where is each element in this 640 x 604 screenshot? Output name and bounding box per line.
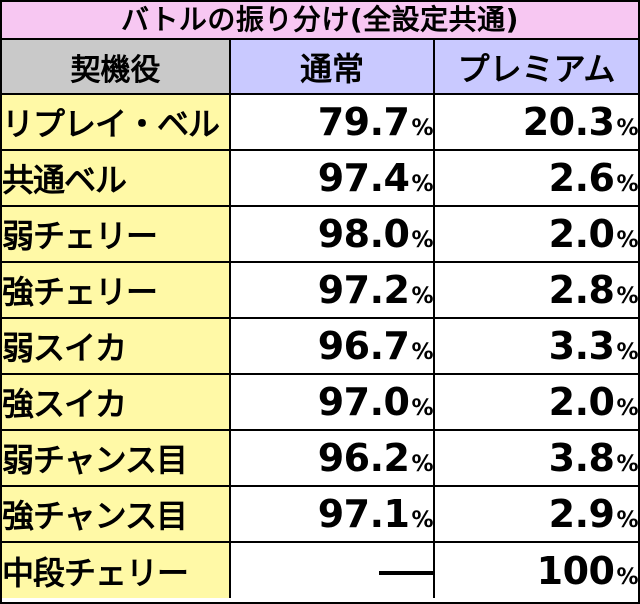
- premium-rate-cell: 2.8%: [433, 261, 638, 319]
- percent-unit: %: [411, 228, 433, 253]
- table-row: 強チャンス目 97.1% 2.9%: [2, 485, 638, 543]
- rate-value: 79.7: [317, 100, 410, 144]
- trigger-role-cell: リプレイ・ベル: [2, 93, 231, 151]
- table-row: 中段チェリー 100%: [2, 541, 638, 598]
- premium-rate-cell: 3.8%: [433, 429, 638, 487]
- premium-rate-cell: 2.0%: [433, 205, 638, 263]
- percent-unit: %: [616, 116, 638, 141]
- trigger-role-cell: 弱チェリー: [2, 205, 231, 263]
- table-row: リプレイ・ベル 79.7% 20.3%: [2, 93, 638, 151]
- percent-unit: %: [616, 452, 638, 477]
- rate-value: 2.0: [548, 380, 615, 424]
- percent-unit: %: [616, 564, 638, 590]
- percent-unit: %: [616, 172, 638, 197]
- trigger-role-cell: 強チェリー: [2, 261, 231, 319]
- trigger-role-cell: 中段チェリー: [2, 541, 231, 598]
- normal-rate-cell: [229, 541, 435, 598]
- normal-rate-cell: 96.2%: [229, 429, 435, 487]
- premium-rate-cell: 3.3%: [433, 317, 638, 375]
- battle-allocation-table: 契機役 通常 プレミアム リプレイ・ベル 79.7% 20.3% 共通ベル 97.4% 2…: [2, 40, 638, 598]
- header-premium: プレミアム: [433, 40, 638, 95]
- percent-unit: %: [411, 452, 433, 477]
- normal-rate-cell: 97.2%: [229, 261, 435, 319]
- normal-rate-cell: 97.1%: [229, 485, 435, 543]
- rate-value: 2.0: [548, 212, 615, 256]
- normal-rate-cell: 98.0%: [229, 205, 435, 263]
- rate-value: 98.0: [317, 212, 410, 256]
- percent-unit: %: [616, 508, 638, 533]
- normal-rate-cell: 97.4%: [229, 149, 435, 207]
- rate-value: 96.7: [317, 324, 410, 368]
- percent-unit: %: [411, 116, 433, 141]
- percent-unit: %: [616, 396, 638, 421]
- normal-rate-cell: 97.0%: [229, 373, 435, 431]
- percent-unit: %: [411, 172, 433, 197]
- trigger-role-cell: 強スイカ: [2, 373, 231, 431]
- header-normal: 通常: [229, 40, 435, 95]
- rate-value: 97.1: [317, 492, 410, 536]
- percent-unit: %: [411, 284, 433, 309]
- percent-unit: %: [616, 340, 638, 365]
- percent-unit: %: [411, 340, 433, 365]
- premium-rate-cell: 2.0%: [433, 373, 638, 431]
- table-row: 強チェリー 97.2% 2.8%: [2, 261, 638, 319]
- rate-value: 97.2: [317, 268, 410, 312]
- table-body: リプレイ・ベル 79.7% 20.3% 共通ベル 97.4% 2.6% 弱チェリー 98.0%…: [2, 93, 638, 598]
- percent-unit: %: [616, 284, 638, 309]
- rate-value: 2.8: [548, 268, 615, 312]
- rate-value: 96.2: [317, 436, 410, 480]
- premium-rate-cell: 100%: [433, 541, 638, 598]
- table-title: バトルの振り分け(全設定共通): [2, 2, 638, 40]
- trigger-role-cell: 弱チャンス目: [2, 429, 231, 487]
- table-row: 弱チャンス目 96.2% 3.8%: [2, 429, 638, 487]
- rate-value: 100: [536, 548, 615, 593]
- percent-unit: %: [411, 396, 433, 421]
- trigger-role-cell: 弱スイカ: [2, 317, 231, 375]
- rate-value: 20.3: [522, 100, 615, 144]
- rate-value: 97.4: [317, 156, 410, 200]
- percent-unit: %: [616, 228, 638, 253]
- rate-value: 3.3: [548, 324, 615, 368]
- header-row: 契機役 通常 プレミアム: [2, 40, 638, 95]
- rate-value: 2.6: [548, 156, 615, 200]
- rate-value: 2.9: [548, 492, 615, 536]
- percent-unit: %: [411, 508, 433, 533]
- trigger-role-cell: 強チャンス目: [2, 485, 231, 543]
- normal-rate-cell: 79.7%: [229, 93, 435, 151]
- header-trigger-role: 契機役: [2, 40, 231, 95]
- table-row: 弱チェリー 98.0% 2.0%: [2, 205, 638, 263]
- trigger-role-cell: 共通ベル: [2, 149, 231, 207]
- rate-value: 97.0: [317, 380, 410, 424]
- table-row: 強スイカ 97.0% 2.0%: [2, 373, 638, 431]
- premium-rate-cell: 2.9%: [433, 485, 638, 543]
- premium-rate-cell: 20.3%: [433, 93, 638, 151]
- premium-rate-cell: 2.6%: [433, 149, 638, 207]
- normal-rate-cell: 96.7%: [229, 317, 435, 375]
- table-row: 弱スイカ 96.7% 3.3%: [2, 317, 638, 375]
- rate-value: 3.8: [548, 436, 615, 480]
- not-applicable-dash: [379, 571, 432, 575]
- table-row: 共通ベル 97.4% 2.6%: [2, 149, 638, 207]
